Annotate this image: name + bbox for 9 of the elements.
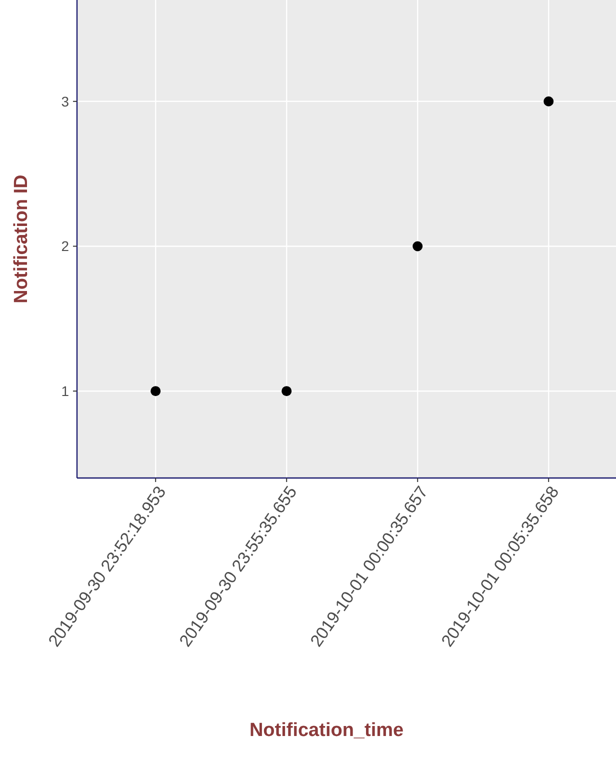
point bbox=[282, 386, 292, 396]
x-axis-title: Notification_time bbox=[249, 720, 404, 741]
y-tick-label: 2 bbox=[61, 238, 70, 254]
y-tick-label: 1 bbox=[61, 382, 70, 399]
y-axis-title: Notification ID bbox=[11, 174, 32, 304]
point bbox=[544, 96, 554, 106]
point bbox=[150, 386, 161, 396]
y-tick-label: 3 bbox=[61, 93, 70, 110]
point bbox=[412, 241, 423, 252]
